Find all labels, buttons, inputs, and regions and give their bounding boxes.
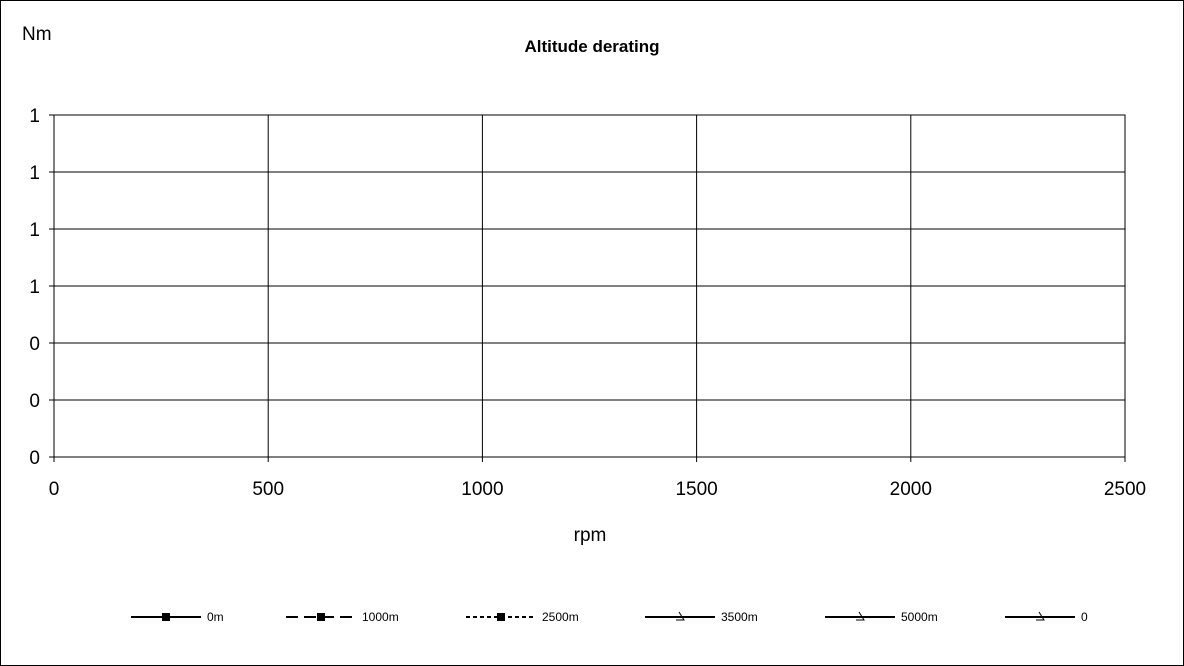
y-tick-label: 0 — [29, 334, 40, 355]
gridlines — [54, 115, 1125, 457]
x-tick-label: 0 — [49, 479, 60, 500]
legend-marker-square — [162, 613, 170, 621]
y-tick-label: 1 — [29, 163, 40, 184]
legend-marker-triangle — [1036, 611, 1045, 621]
legend-marker-triangle — [856, 611, 865, 621]
y-tick-label: 1 — [29, 277, 40, 298]
x-axis-ticks: 0 500 1000 1500 2000 2500 — [49, 457, 1146, 500]
legend-label: 2500m — [542, 610, 579, 624]
y-axis-title: Nm — [22, 24, 52, 45]
y-tick-label: 0 — [29, 391, 40, 412]
y-tick-label: 0 — [29, 448, 40, 469]
legend-marker-square — [317, 613, 325, 621]
x-tick-label: 2000 — [890, 479, 932, 500]
x-tick-label: 1000 — [461, 479, 503, 500]
x-axis-title: rpm — [574, 525, 607, 546]
legend-label: 0 — [1081, 610, 1088, 624]
y-tick-label: 1 — [29, 106, 40, 127]
legend-item: 1000m — [286, 610, 399, 624]
legend-label: 3500m — [721, 610, 758, 624]
x-tick-label: 1500 — [675, 479, 717, 500]
y-axis-ticks: 0 0 0 1 1 1 1 — [29, 106, 54, 469]
legend-item: 2500m — [466, 610, 579, 624]
y-tick-label: 1 — [29, 220, 40, 241]
legend-label: 0m — [207, 610, 224, 624]
legend-label: 1000m — [362, 610, 399, 624]
legend-label: 5000m — [901, 610, 938, 624]
x-tick-label: 500 — [252, 479, 284, 500]
legend: 0m 1000m 2500m 3500m 5000m 0 — [131, 610, 1088, 624]
legend-item: 5000m — [825, 610, 938, 624]
legend-item: 3500m — [645, 610, 758, 624]
legend-marker-triangle — [676, 611, 685, 621]
legend-item: 0m — [131, 610, 224, 624]
x-tick-label: 2500 — [1104, 479, 1146, 500]
legend-item: 0 — [1005, 610, 1088, 624]
chart-title: Altitude derating — [524, 37, 659, 56]
legend-marker-square — [497, 613, 505, 621]
